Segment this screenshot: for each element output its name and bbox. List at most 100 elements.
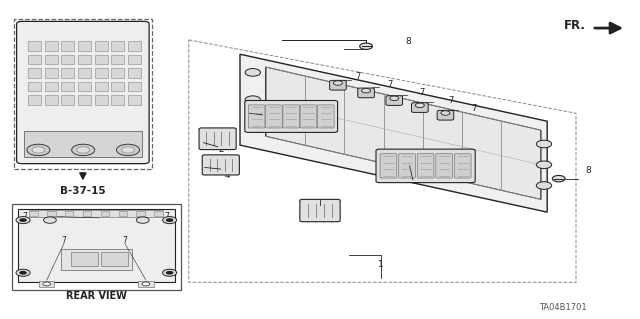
Circle shape xyxy=(415,103,424,108)
FancyBboxPatch shape xyxy=(300,105,317,128)
FancyBboxPatch shape xyxy=(111,95,124,105)
Circle shape xyxy=(333,81,342,85)
Text: FR.: FR. xyxy=(564,19,586,32)
FancyBboxPatch shape xyxy=(61,95,74,105)
FancyBboxPatch shape xyxy=(111,41,124,51)
Circle shape xyxy=(142,282,150,286)
Text: 7: 7 xyxy=(61,236,67,245)
Circle shape xyxy=(163,269,177,276)
FancyBboxPatch shape xyxy=(248,105,265,128)
Circle shape xyxy=(390,96,399,100)
FancyBboxPatch shape xyxy=(61,249,132,270)
FancyBboxPatch shape xyxy=(101,252,128,266)
FancyBboxPatch shape xyxy=(111,55,124,64)
Circle shape xyxy=(77,147,90,153)
FancyBboxPatch shape xyxy=(412,103,428,112)
FancyBboxPatch shape xyxy=(317,105,334,128)
FancyBboxPatch shape xyxy=(28,55,41,64)
Circle shape xyxy=(44,217,56,223)
FancyBboxPatch shape xyxy=(61,41,74,51)
FancyBboxPatch shape xyxy=(28,82,41,91)
Text: 1: 1 xyxy=(378,260,383,269)
Circle shape xyxy=(27,144,50,156)
FancyBboxPatch shape xyxy=(111,82,124,91)
Circle shape xyxy=(163,217,177,224)
FancyBboxPatch shape xyxy=(128,95,141,105)
Circle shape xyxy=(552,175,565,182)
Text: REAR VIEW: REAR VIEW xyxy=(66,291,127,301)
FancyBboxPatch shape xyxy=(14,19,152,169)
FancyBboxPatch shape xyxy=(111,68,124,78)
Circle shape xyxy=(19,271,27,275)
FancyBboxPatch shape xyxy=(95,41,108,51)
FancyBboxPatch shape xyxy=(47,211,56,216)
Text: 5: 5 xyxy=(244,123,249,132)
Text: 2: 2 xyxy=(218,145,223,154)
FancyBboxPatch shape xyxy=(128,55,141,64)
FancyBboxPatch shape xyxy=(83,211,92,216)
FancyBboxPatch shape xyxy=(199,128,236,150)
FancyBboxPatch shape xyxy=(436,154,452,178)
FancyBboxPatch shape xyxy=(128,41,141,51)
FancyBboxPatch shape xyxy=(138,281,154,287)
FancyBboxPatch shape xyxy=(100,211,109,216)
FancyBboxPatch shape xyxy=(28,41,41,51)
Text: 7: 7 xyxy=(122,236,127,245)
FancyBboxPatch shape xyxy=(437,110,454,120)
FancyBboxPatch shape xyxy=(17,21,149,164)
FancyBboxPatch shape xyxy=(330,80,346,90)
FancyBboxPatch shape xyxy=(380,154,397,178)
FancyBboxPatch shape xyxy=(29,211,38,216)
FancyBboxPatch shape xyxy=(78,82,91,91)
Circle shape xyxy=(19,218,27,222)
Circle shape xyxy=(362,88,371,93)
FancyBboxPatch shape xyxy=(266,105,282,128)
Polygon shape xyxy=(266,67,541,199)
FancyBboxPatch shape xyxy=(61,68,74,78)
Text: 8: 8 xyxy=(405,37,411,46)
FancyBboxPatch shape xyxy=(300,199,340,222)
Text: 3: 3 xyxy=(321,209,326,218)
FancyBboxPatch shape xyxy=(95,82,108,91)
Text: 7: 7 xyxy=(356,72,361,81)
FancyBboxPatch shape xyxy=(29,210,163,217)
FancyBboxPatch shape xyxy=(78,68,91,78)
FancyBboxPatch shape xyxy=(399,154,415,178)
Circle shape xyxy=(166,271,173,275)
Circle shape xyxy=(72,144,95,156)
FancyBboxPatch shape xyxy=(28,68,41,78)
Text: TA04B1701: TA04B1701 xyxy=(540,303,587,312)
Circle shape xyxy=(16,269,30,276)
FancyBboxPatch shape xyxy=(95,95,108,105)
Text: 7: 7 xyxy=(471,104,476,113)
Circle shape xyxy=(245,96,260,103)
FancyBboxPatch shape xyxy=(245,100,338,132)
Circle shape xyxy=(43,282,51,286)
FancyBboxPatch shape xyxy=(202,155,239,175)
FancyBboxPatch shape xyxy=(45,95,58,105)
FancyBboxPatch shape xyxy=(70,252,97,266)
Circle shape xyxy=(122,147,134,153)
Text: 7: 7 xyxy=(449,96,454,105)
Text: 4: 4 xyxy=(225,171,230,180)
FancyBboxPatch shape xyxy=(61,82,74,91)
FancyBboxPatch shape xyxy=(24,131,142,157)
FancyBboxPatch shape xyxy=(136,211,145,216)
Circle shape xyxy=(441,111,450,115)
Circle shape xyxy=(32,147,45,153)
FancyBboxPatch shape xyxy=(45,41,58,51)
Text: 7: 7 xyxy=(420,88,425,97)
Text: 7: 7 xyxy=(22,212,28,221)
FancyBboxPatch shape xyxy=(283,105,300,128)
Circle shape xyxy=(245,69,260,76)
FancyBboxPatch shape xyxy=(78,55,91,64)
Circle shape xyxy=(245,123,260,131)
Circle shape xyxy=(166,218,173,222)
FancyBboxPatch shape xyxy=(95,55,108,64)
FancyBboxPatch shape xyxy=(78,41,91,51)
FancyBboxPatch shape xyxy=(128,82,141,91)
FancyBboxPatch shape xyxy=(45,55,58,64)
Circle shape xyxy=(116,144,140,156)
FancyBboxPatch shape xyxy=(45,68,58,78)
FancyBboxPatch shape xyxy=(12,204,181,290)
